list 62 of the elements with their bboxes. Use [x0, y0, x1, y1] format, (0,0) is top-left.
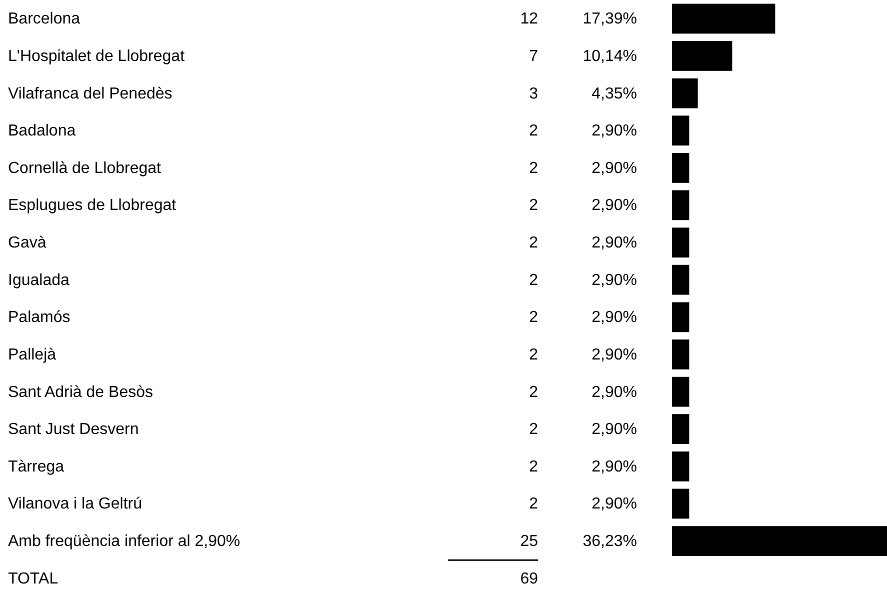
bar: [672, 414, 690, 444]
text: 4,35%: [592, 85, 637, 102]
bar: [672, 488, 690, 519]
text: 2,90%: [592, 160, 637, 177]
text: TOTAL: [8, 570, 58, 588]
y-tick-label: Sant Just Desvern: [8, 421, 139, 438]
y-tick-label: Cornellà de Llobregat: [8, 160, 162, 177]
bar: [672, 41, 732, 71]
data-label: 2: [529, 160, 538, 177]
y-tick-label: Amb freqüència inferior al 2,90%: [8, 533, 240, 550]
text: 2,90%: [592, 234, 637, 252]
y-tick-label: Igualada: [8, 272, 70, 289]
text: 10,14%: [582, 48, 637, 65]
y-tick-label: Vilanova i la Geltrú: [8, 496, 142, 513]
bar: [672, 451, 690, 482]
y-tick-label: Gavà: [8, 234, 46, 252]
text: 2,90%: [592, 309, 637, 326]
data-label: 7: [529, 48, 538, 65]
data-label: 2: [529, 346, 538, 364]
text: 2,90%: [592, 122, 637, 140]
bar: [672, 376, 690, 407]
text: 2,90%: [592, 346, 637, 364]
y-tick-label: Palamós: [8, 309, 70, 326]
bar: [672, 264, 690, 295]
bar: [672, 152, 690, 183]
text: 2,90%: [592, 197, 637, 214]
text: 36,23%: [582, 533, 637, 550]
bar: [672, 302, 690, 332]
text: 17,39%: [582, 10, 637, 28]
data-label: 3: [529, 85, 538, 102]
data-label: 2: [529, 384, 538, 401]
text: 2,90%: [592, 496, 637, 513]
y-tick-label: Sant Adrià de Besòs: [8, 384, 153, 401]
data-label: 2: [529, 421, 538, 438]
y-tick-label: Badalona: [8, 122, 76, 140]
text: 2,90%: [592, 421, 637, 438]
bar: [672, 4, 776, 34]
data-label: 2: [529, 458, 538, 476]
text: 2,90%: [592, 272, 637, 289]
bar: [672, 228, 690, 258]
data-label: 2: [529, 234, 538, 252]
data-label: 25: [520, 533, 538, 550]
y-tick-label: Tàrrega: [8, 458, 64, 476]
bar: [672, 340, 690, 370]
bar: [672, 190, 690, 220]
y-tick-label: Vilafranca del Penedès: [8, 85, 172, 102]
text: 2,90%: [592, 384, 637, 401]
y-tick-label: L'Hospitalet de Llobregat: [8, 48, 186, 65]
bar: [672, 78, 698, 108]
bar: [672, 526, 887, 556]
text: 2,90%: [592, 458, 637, 476]
bar: [672, 116, 690, 146]
data-label: 2: [529, 122, 538, 140]
y-tick-label: Barcelona: [8, 10, 80, 28]
data-label: 2: [529, 272, 538, 289]
y-tick-label: Esplugues de Llobregat: [8, 197, 177, 214]
text: 69: [520, 570, 538, 588]
data-label: 2: [529, 496, 538, 513]
data-label: 2: [529, 309, 538, 326]
data-label: 12: [520, 10, 538, 28]
data-label: 2: [529, 197, 538, 214]
y-tick-label: Pallejà: [8, 346, 56, 364]
